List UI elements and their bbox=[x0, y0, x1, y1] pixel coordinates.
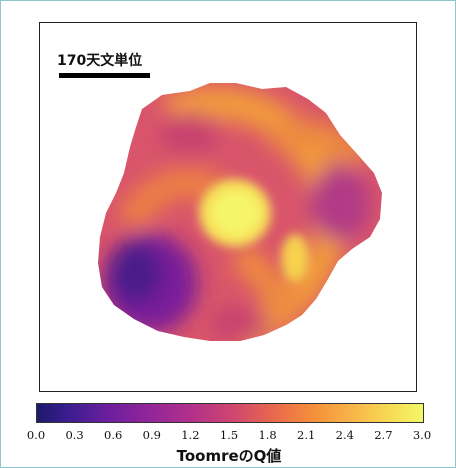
colorbar-tick: 2.4 bbox=[335, 428, 354, 442]
toomre-q-map: 170天文単位 bbox=[39, 22, 417, 392]
colorbar-tick: 3.0 bbox=[412, 428, 432, 442]
colorbar-tick: 1.2 bbox=[181, 428, 200, 442]
colorbar-tick: 1.5 bbox=[219, 428, 239, 442]
colorbar-tick: 1.8 bbox=[258, 428, 277, 442]
colorbar-tick: 0.6 bbox=[104, 428, 123, 442]
colorbar bbox=[36, 403, 424, 423]
colorbar-tick: 2.7 bbox=[374, 428, 393, 442]
colorbar-tick: 0.9 bbox=[142, 428, 161, 442]
colorbar-tick: 0.3 bbox=[65, 428, 84, 442]
scale-bar bbox=[59, 73, 150, 78]
colorbar-tick: 0.0 bbox=[26, 428, 46, 442]
colorbar-tick: 2.1 bbox=[297, 428, 316, 442]
colorbar-ticks: 0.0 0.3 0.6 0.9 1.2 1.5 1.8 2.1 2.4 2.7 3.0 bbox=[1, 428, 456, 444]
colorbar-label: ToomreのQ値 bbox=[176, 447, 282, 465]
disk-region bbox=[98, 83, 382, 341]
scale-bar-label: 170天文単位 bbox=[57, 53, 143, 69]
disk-map-image bbox=[98, 83, 382, 341]
